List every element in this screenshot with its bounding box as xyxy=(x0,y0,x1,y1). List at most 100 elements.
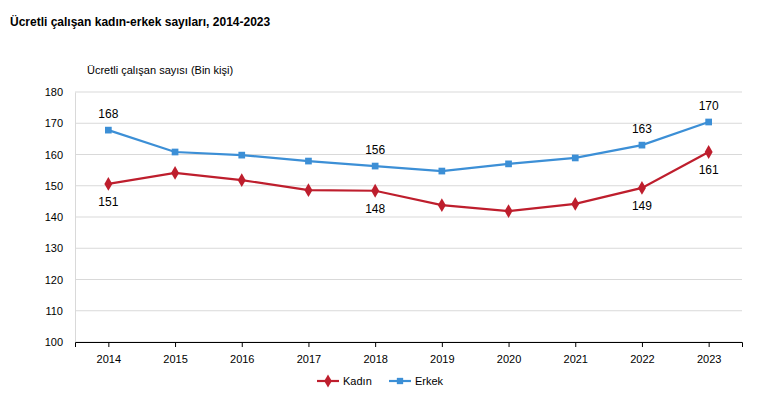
grid-line xyxy=(75,92,742,93)
x-tick-label: 2021 xyxy=(564,353,588,365)
x-axis-line xyxy=(76,343,743,348)
marker xyxy=(438,168,445,175)
y-tick: 100 xyxy=(45,336,75,348)
series-group xyxy=(104,119,712,218)
title: Ücretli çalışan kadın-erkek sayıları, 20… xyxy=(10,14,270,29)
y-tick-label: 180 xyxy=(45,86,63,98)
x-tick-label: 2020 xyxy=(497,353,521,365)
data-label: 156 xyxy=(365,143,385,157)
legend-marker xyxy=(324,374,332,387)
x-tick-mark xyxy=(108,342,109,347)
y-tick: 150 xyxy=(45,180,75,192)
data-label: 149 xyxy=(632,199,652,213)
x-tick: 2018 xyxy=(363,342,387,365)
x-tick-mark xyxy=(242,342,243,347)
x-tick: 2014 xyxy=(97,342,121,365)
series-line xyxy=(108,122,708,171)
legend-item: Erkek xyxy=(389,375,444,387)
y-tick: 120 xyxy=(45,274,75,286)
chart: Ücretli çalışan kadın-erkek sayıları, 20… xyxy=(0,0,774,397)
marker xyxy=(304,183,312,197)
data-label: 151 xyxy=(98,195,118,209)
grid-line xyxy=(75,248,742,249)
x-tick: 2021 xyxy=(564,342,588,365)
marker xyxy=(371,184,379,198)
plot: 1001101201301401501601701802014201520162… xyxy=(45,64,743,365)
y-tick: 170 xyxy=(45,117,75,129)
marker xyxy=(638,181,646,195)
x-tick: 2020 xyxy=(497,342,521,365)
x-tick-label: 2015 xyxy=(163,353,187,365)
legend-marker xyxy=(397,378,403,384)
x-tick-mark xyxy=(308,342,309,347)
x-tick: 2019 xyxy=(430,342,454,365)
x-tick-mark xyxy=(375,342,376,347)
x-tick-mark xyxy=(442,342,443,347)
x-axis: 2014 2015 2016 2017 2018 2019 2020 2021 2022 2023 xyxy=(76,342,743,365)
marker xyxy=(572,155,579,162)
data-labels: 151 148 149 161 168 156 163 170 xyxy=(98,99,719,216)
x-tick-mark xyxy=(575,342,576,347)
marker xyxy=(438,198,446,212)
data-label: 163 xyxy=(632,122,652,136)
legend: Kadın Erkek xyxy=(317,374,444,387)
x-tick-label: 2017 xyxy=(297,353,321,365)
grid xyxy=(75,92,742,342)
y-axis-title: Ücretli çalışan sayısı (Bin kişi) xyxy=(87,64,233,76)
y-tick-label: 110 xyxy=(45,305,63,317)
y-axis: 100 110 120 130 140 150 160 170 180 xyxy=(45,86,76,348)
legend-label: Kadın xyxy=(343,375,372,387)
y-tick: 110 xyxy=(45,305,75,317)
marker xyxy=(372,163,379,170)
x-tick-label: 2018 xyxy=(363,353,387,365)
x-tick: 2023 xyxy=(697,342,721,365)
series-line xyxy=(108,152,708,211)
x-tick-mark xyxy=(709,342,710,347)
data-label: 168 xyxy=(98,107,118,121)
marker xyxy=(571,197,579,211)
x-tick-mark xyxy=(509,342,510,347)
x-tick-label: 2022 xyxy=(630,353,654,365)
marker xyxy=(172,149,179,156)
y-tick-label: 150 xyxy=(45,180,63,192)
x-tick-label: 2014 xyxy=(97,353,121,365)
y-tick-label: 120 xyxy=(45,274,63,286)
x-tick: 2015 xyxy=(163,342,187,365)
marker xyxy=(705,119,712,126)
x-tick-mark xyxy=(642,342,643,347)
grid-line xyxy=(75,279,742,280)
marker xyxy=(105,127,112,134)
y-tick: 140 xyxy=(45,211,75,223)
data-label: 161 xyxy=(699,163,719,177)
marker xyxy=(705,145,713,159)
marker xyxy=(505,204,513,218)
legend-label: Erkek xyxy=(415,375,444,387)
x-tick: 2016 xyxy=(230,342,254,365)
grid-line xyxy=(75,217,742,218)
y-tick-label: 160 xyxy=(45,149,63,161)
x-tick: 2017 xyxy=(297,342,321,365)
x-tick-label: 2016 xyxy=(230,353,254,365)
data-label: 148 xyxy=(365,202,385,216)
y-tick-label: 140 xyxy=(45,211,63,223)
marker xyxy=(305,158,312,165)
marker xyxy=(104,177,112,191)
legend-item: Kadın xyxy=(317,374,372,387)
marker xyxy=(505,161,512,168)
y-tick-label: 100 xyxy=(45,336,63,348)
y-tick: 180 xyxy=(45,86,75,98)
x-tick-label: 2023 xyxy=(697,353,721,365)
marker xyxy=(238,173,246,187)
y-tick: 160 xyxy=(45,149,75,161)
y-tick-label: 130 xyxy=(45,242,63,254)
marker xyxy=(238,152,245,159)
x-tick: 2022 xyxy=(630,342,654,365)
data-label: 170 xyxy=(699,99,719,113)
x-tick-mark xyxy=(175,342,176,347)
y-axis-line xyxy=(75,93,76,343)
grid-line xyxy=(75,310,742,311)
x-tick-label: 2019 xyxy=(430,353,454,365)
y-tick: 130 xyxy=(45,242,75,254)
y-tick-label: 170 xyxy=(45,117,63,129)
marker xyxy=(639,142,646,149)
